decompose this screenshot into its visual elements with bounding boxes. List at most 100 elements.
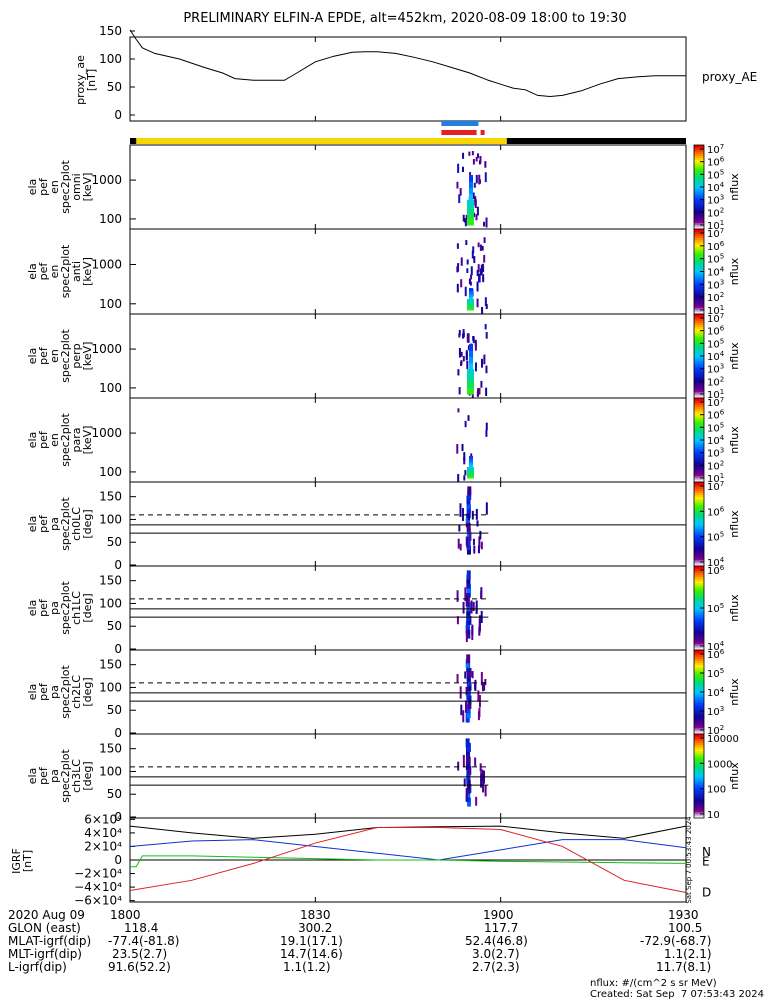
panel-anti-cbar-seg	[694, 235, 704, 238]
panel-para-cbar-tick-label: 102	[707, 459, 724, 472]
panel-ch3LC-data-cell	[465, 738, 470, 748]
panel-ch1LC-cbar-seg	[694, 610, 704, 613]
panel-perp-cbar-seg	[694, 339, 704, 342]
panel-ch2LC-cbar-seg	[694, 704, 704, 708]
panel-ch0LC-cbar-seg	[694, 500, 704, 504]
panel-omni-cbar-seg	[694, 224, 704, 228]
panel-ch1LC-cbar-seg	[694, 643, 704, 647]
panel-ch1LC-cbar-seg	[694, 601, 704, 605]
panel-perp-cbar-seg	[694, 324, 704, 328]
panel-ch2LC-cbar-label: nflux	[728, 678, 741, 706]
panel-para-data-cell	[467, 472, 475, 476]
panel-ch0LC-cbar-tick-label: 107	[707, 480, 724, 493]
panel-omni-data-cell	[479, 179, 482, 184]
panel-perp-cbar-seg	[694, 360, 704, 363]
panel-omni-cbar-seg	[694, 203, 704, 207]
igrf-series-D	[129, 826, 687, 894]
panel-ch2LC-ytick-label: 100	[99, 680, 122, 694]
panel-omni-cbar-tick-label: 103	[707, 194, 724, 207]
panel-ch3LC-cbar-frame	[693, 733, 705, 819]
panel-omni-data-cell	[457, 163, 460, 173]
panel-perp-cbar-seg	[694, 387, 704, 391]
panel-ch1LC-data-cell	[466, 579, 471, 589]
panel-perp-cbar-seg	[694, 318, 704, 321]
panel-perp-data-cell	[474, 362, 477, 372]
panel-perp-cbar-seg	[694, 368, 704, 372]
panel-ch0LC-ytick-label: 0	[114, 558, 122, 572]
l-1800: 91.6(52.2)	[108, 960, 171, 974]
panel-ch1LC-data-cell	[456, 590, 459, 602]
panel-ch1LC-cbar-seg	[694, 629, 704, 632]
panel-para-ytick-label: 1000	[91, 426, 122, 440]
panel-para-cbar-seg	[694, 440, 704, 443]
panel-ch1LC-cbar-tick-label: 105	[707, 602, 724, 615]
panel-omni-data-cell	[472, 158, 475, 165]
panel-anti-cbar-seg	[694, 229, 704, 232]
panel-para-cbar-seg	[694, 427, 704, 430]
panel-ch1LC-cbar-seg	[694, 624, 704, 628]
panel-ch1LC-cbar-seg	[694, 647, 704, 651]
panel-ch1LC-cbar-seg	[694, 622, 704, 626]
panel-ch2LC-cbar-seg	[694, 681, 704, 685]
panel-para-data-cell	[467, 415, 470, 421]
panel-ch0LC-cbar-seg	[694, 505, 704, 508]
panel-perp-cbar-seg	[694, 328, 704, 332]
panel-ch1LC-cbar-seg	[694, 593, 704, 596]
panel-omni-cbar-seg	[694, 218, 704, 222]
panel-ch3LC-cbar-seg	[694, 744, 704, 748]
panel-ch2LC-data-cell	[466, 663, 471, 673]
panel-anti-cbar-seg	[694, 290, 704, 294]
panel-anti-data-cell	[482, 267, 485, 273]
panel-perp-data-cell	[481, 358, 484, 368]
panel-omni-data-cell	[474, 198, 477, 206]
panel-para-cbar-seg	[694, 437, 704, 441]
panel-ch1LC-data-cell	[471, 624, 474, 636]
panel-perp-cbar-seg	[694, 393, 704, 397]
mlat-1830: 19.1(17.1)	[280, 934, 343, 948]
panel-ch0LC-cbar-seg	[694, 530, 704, 533]
panel-ch2LC-data-cell	[466, 709, 471, 719]
igrf-ytick-label: 2×10⁴	[84, 839, 122, 853]
panel-para-cbar-seg	[694, 402, 704, 405]
igrf-ytick-label: −2×10⁴	[74, 867, 122, 881]
panel-para-cbar-seg	[694, 433, 704, 437]
igrf-side-timestamp: Sat Sep 7 00:53:43 2024	[685, 816, 693, 904]
panel-para-cbar-seg	[694, 398, 704, 401]
panel-omni-cbar-seg	[694, 197, 704, 201]
panel-omni-cbar-seg	[694, 180, 704, 184]
panel-ch2LC-cbar-tick-label: 106	[707, 648, 725, 661]
panel-ch1LC-cbar-seg	[694, 631, 704, 634]
panel-anti-data-cell	[470, 274, 473, 280]
panel-omni-cbar-seg	[694, 199, 704, 203]
panel-anti-data-cell	[467, 299, 475, 303]
panel-anti-data-cell	[465, 240, 468, 246]
panel-para-cbar-seg	[694, 414, 704, 418]
panel-para-data-cell	[467, 467, 475, 471]
panel-omni-cbar-seg	[694, 159, 704, 163]
panel-perp-ytick-label: 100	[99, 381, 122, 395]
panel-perp-data-cell	[469, 344, 474, 351]
panel-perp-data-cell	[469, 356, 474, 364]
panel-ch2LC-data-cell	[466, 686, 471, 696]
panel-para-data-cell	[485, 422, 488, 431]
panel-ch1LC-cbar-seg	[694, 645, 704, 649]
panel-ch1LC-data-cell	[467, 615, 472, 625]
panel-perp-data-cell	[462, 332, 465, 337]
panel-para-cbar-seg	[694, 456, 704, 460]
panel-ch3LC-cbar-seg	[694, 799, 704, 802]
panel-anti-cbar-seg	[694, 297, 704, 300]
panel-ch0LC-data-cell	[466, 495, 471, 505]
panel-ch0LC-cbar-seg	[694, 540, 704, 544]
panel-ch0LC-data-cell	[465, 513, 470, 523]
proxy-ae-ytick-label: 50	[107, 80, 122, 94]
created-note: Created: Sat Sep 7 07:53:43 2024	[590, 989, 764, 1000]
panel-anti-cbar-seg	[694, 269, 704, 272]
panel-perp-cbar-seg	[694, 345, 704, 349]
panel-ch2LC-data-cell	[474, 679, 477, 692]
panel-ch0LC-data-cell	[477, 545, 480, 554]
panel-anti-cbar-seg	[694, 231, 704, 234]
panel-ch2LC-data-cell	[465, 658, 470, 668]
panel-ch0LC-cbar-seg	[694, 517, 704, 521]
panel-perp-cbar-seg	[694, 370, 704, 374]
panel-para-cbar-tick-label: 106	[707, 409, 725, 422]
